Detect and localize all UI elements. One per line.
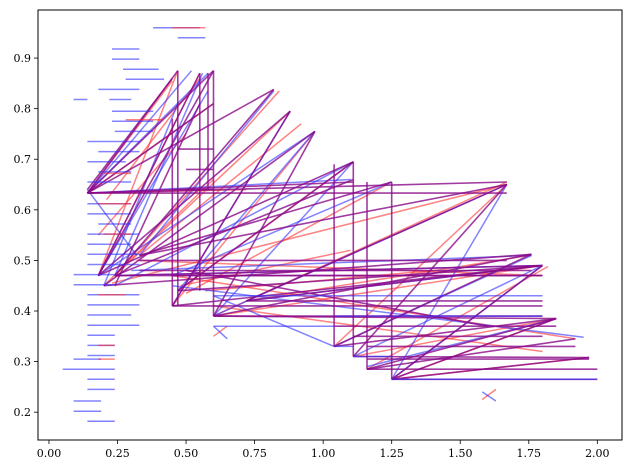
- segment-2-2: [87, 88, 275, 194]
- segment-0-3: [97, 70, 179, 276]
- segment-2-28: [366, 338, 576, 370]
- segment-0-15: [333, 183, 508, 347]
- x-tick-label: 1.25: [379, 447, 404, 460]
- x-tick-label: 1.00: [311, 447, 336, 460]
- segment-0-24: [180, 249, 351, 287]
- segment-2-5: [97, 70, 215, 276]
- series-5: [171, 70, 393, 380]
- segment-0-26: [97, 133, 187, 236]
- axes-frame: [37, 9, 623, 441]
- x-tick-label: 0.25: [105, 447, 130, 460]
- x-axis: 0.00 0.25 0.50 0.75 1.00 1.25 1.50 1.75 2.00: [37, 440, 610, 460]
- x-tick-label: 2.00: [585, 447, 610, 460]
- segment-2-15: [171, 110, 291, 307]
- segment-2-17: [177, 161, 354, 292]
- segment-1-4: [114, 72, 204, 276]
- series-7: [98, 26, 206, 360]
- y-axis: 0.2 0.3 0.4 0.5 0.6 0.7 0.8 0.9: [14, 52, 38, 419]
- segment-0-16: [353, 317, 557, 358]
- segment-2-22: [246, 183, 508, 302]
- plot-area: [62, 26, 598, 423]
- segment-1-25: [212, 325, 228, 340]
- y-tick-label: 0.2: [14, 406, 32, 419]
- segment-0-27: [213, 325, 228, 337]
- segment-1-8: [212, 161, 354, 317]
- segment-1-3: [103, 103, 179, 286]
- segment-1-5: [138, 90, 275, 256]
- series-6: [62, 26, 206, 423]
- segment-2-37: [97, 72, 201, 276]
- segment-2-25: [353, 355, 590, 359]
- y-tick-label: 0.8: [14, 103, 32, 116]
- segment-2-30: [391, 356, 590, 381]
- segment-1-19: [172, 284, 584, 339]
- segment-0-6: [114, 90, 280, 277]
- segment-1-23: [213, 295, 335, 348]
- segment-2-13: [139, 183, 507, 257]
- segment-0-11: [185, 181, 393, 294]
- segment-1-26: [481, 391, 497, 402]
- segment-0-28: [481, 388, 497, 401]
- segment-2-8: [103, 130, 316, 287]
- series-2: [86, 70, 590, 381]
- x-tick-label: 0.75: [242, 447, 267, 460]
- segment-2-38: [114, 103, 201, 287]
- y-tick-label: 0.3: [14, 356, 32, 369]
- y-tick-label: 0.5: [14, 254, 32, 267]
- series-4: [213, 295, 598, 381]
- segment-1-21: [114, 161, 354, 287]
- x-tick-label: 0.50: [174, 447, 199, 460]
- segment-2-33: [114, 178, 354, 277]
- y-tick-label: 0.7: [14, 153, 32, 166]
- segment-2-23: [334, 317, 557, 348]
- segment-1-12: [352, 264, 543, 358]
- segment-2-12: [139, 181, 392, 257]
- segment-2-36: [86, 77, 173, 191]
- segment-2-11: [114, 88, 275, 277]
- segment-2-20: [212, 131, 316, 317]
- x-tick-label: 1.75: [517, 447, 542, 460]
- x-tick-label: 0.00: [37, 447, 62, 460]
- y-tick-label: 0.4: [14, 305, 32, 318]
- segment-2-35: [185, 269, 488, 327]
- x-tick-label: 1.50: [448, 447, 473, 460]
- y-tick-label: 0.9: [14, 52, 32, 65]
- y-tick-label: 0.6: [14, 204, 32, 217]
- segment-2-27: [366, 317, 557, 370]
